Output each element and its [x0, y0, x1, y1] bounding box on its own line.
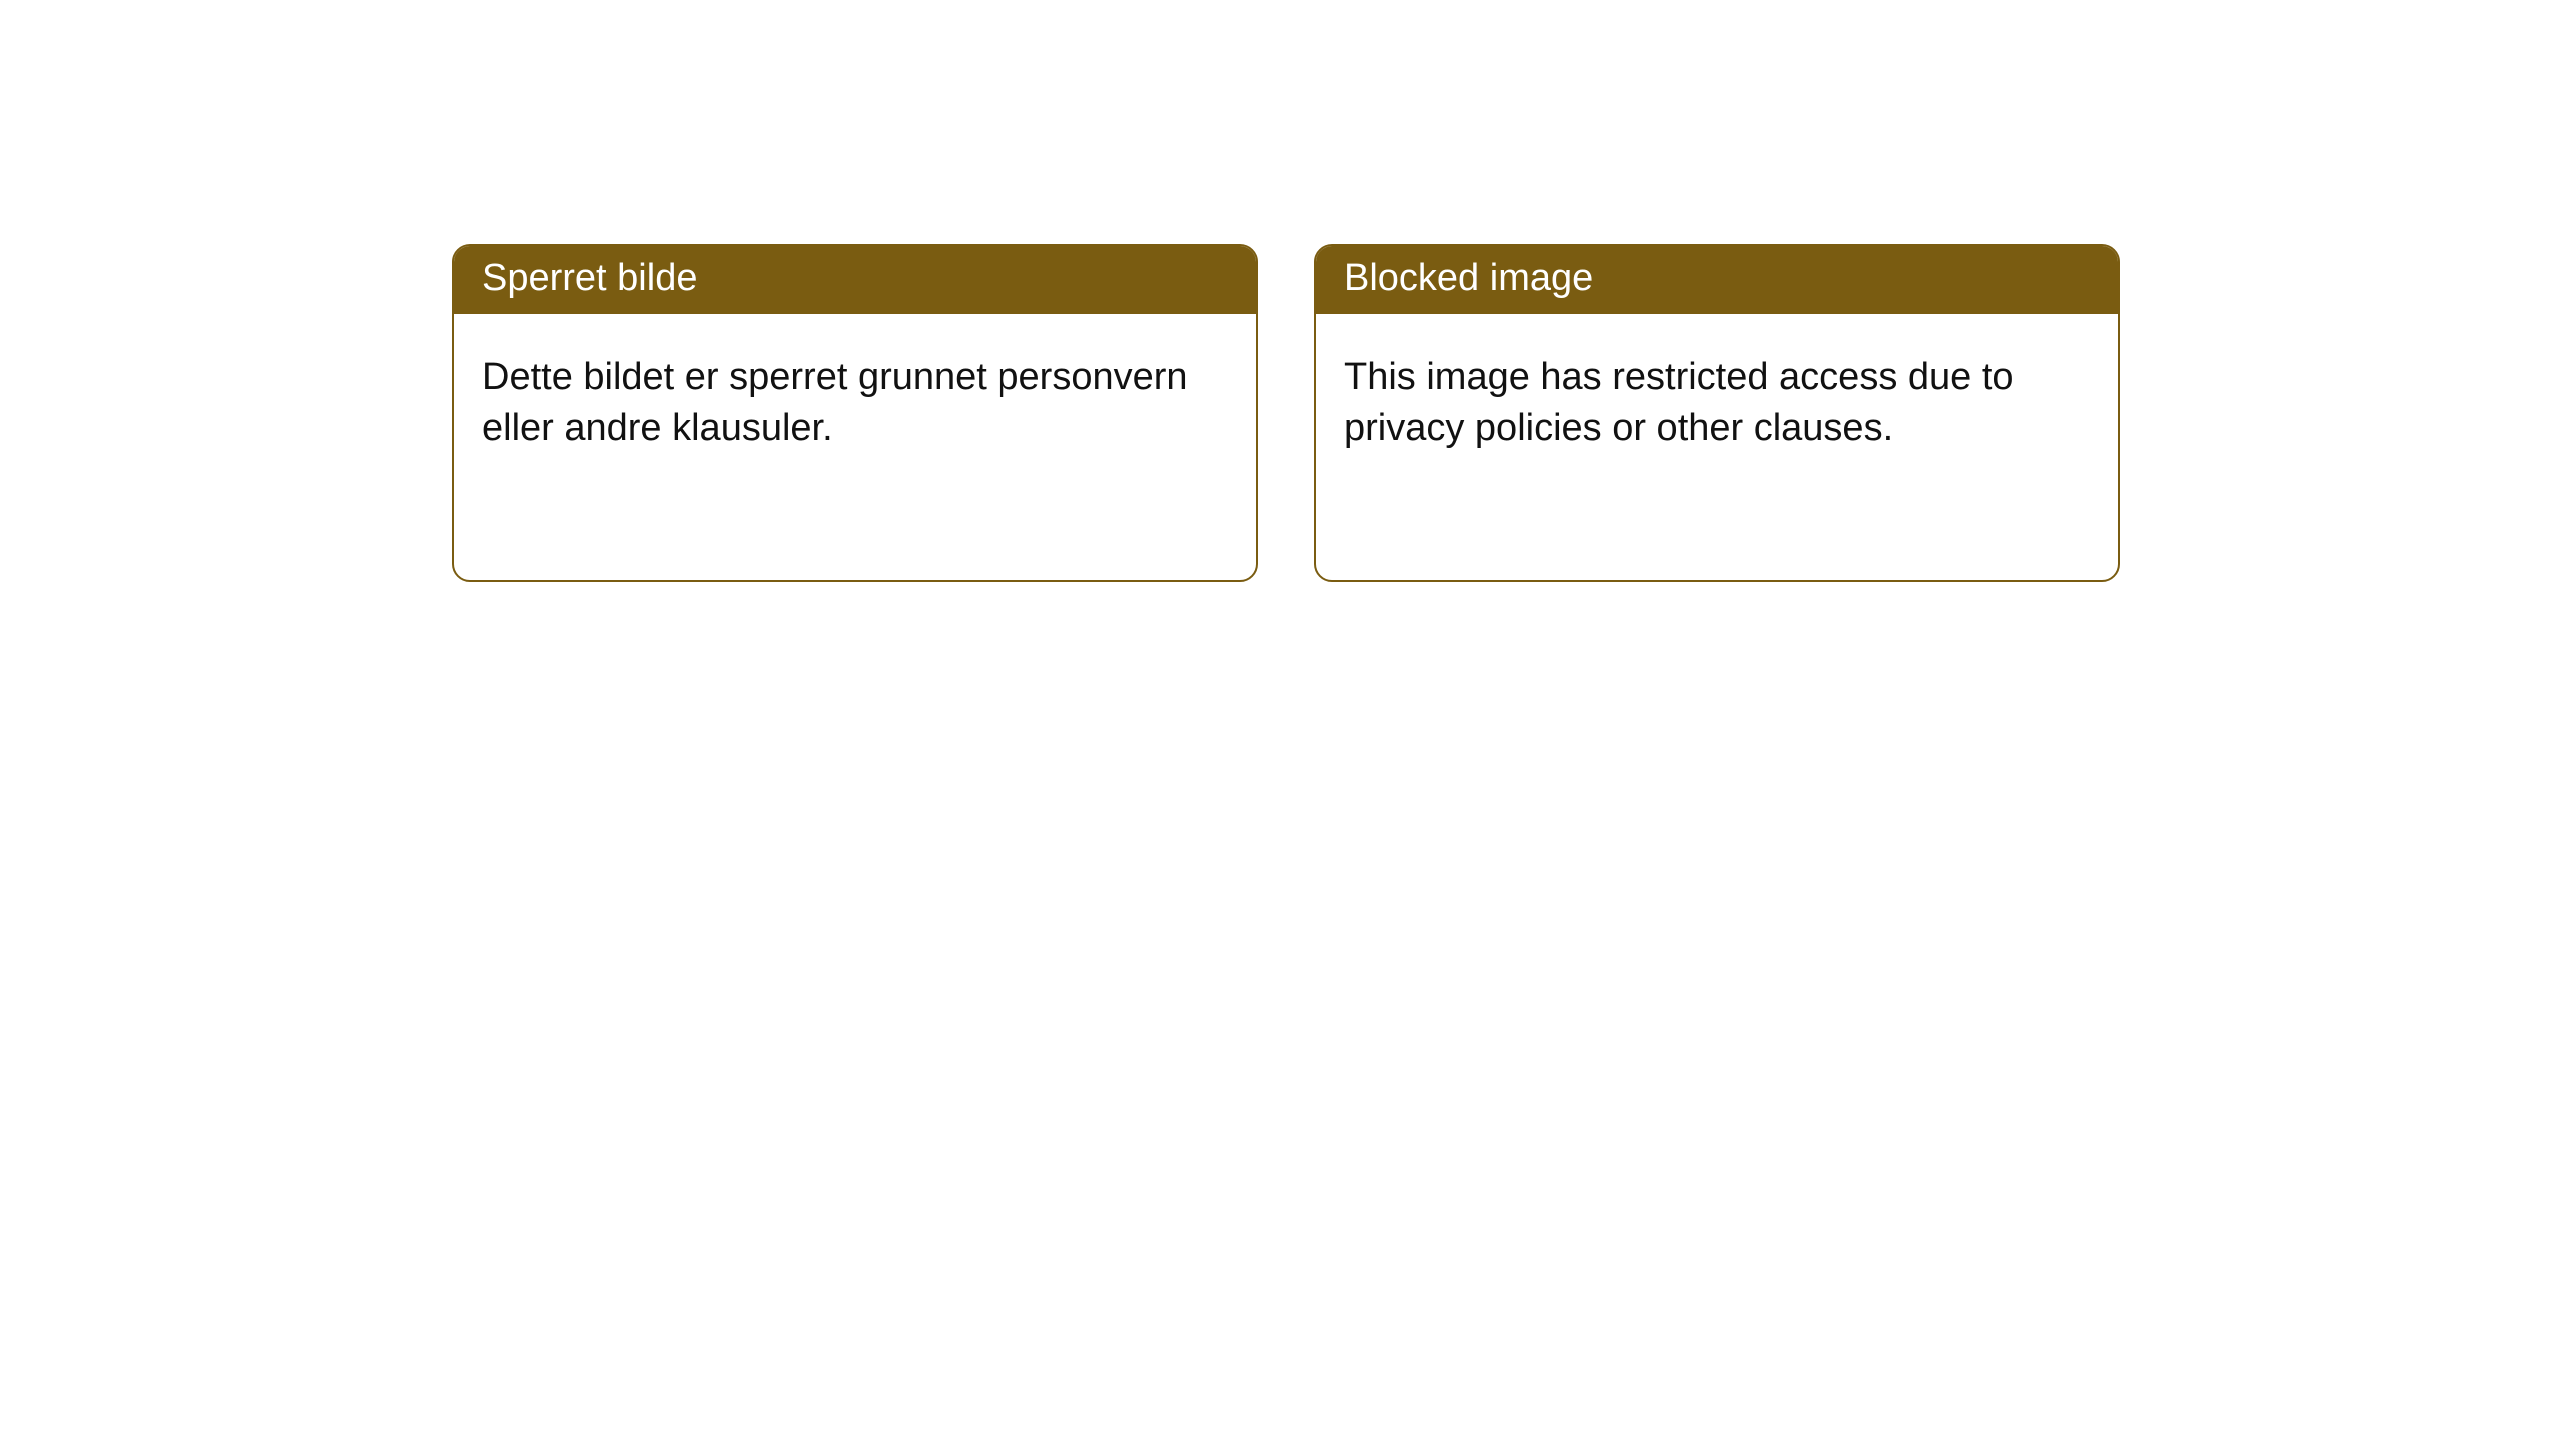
card-header: Sperret bilde — [454, 246, 1256, 314]
notice-container: Sperret bilde Dette bildet er sperret gr… — [0, 0, 2560, 582]
card-header: Blocked image — [1316, 246, 2118, 314]
notice-card-norwegian: Sperret bilde Dette bildet er sperret gr… — [452, 244, 1258, 582]
card-body: This image has restricted access due to … — [1316, 314, 2118, 483]
notice-card-english: Blocked image This image has restricted … — [1314, 244, 2120, 582]
card-body: Dette bildet er sperret grunnet personve… — [454, 314, 1256, 483]
